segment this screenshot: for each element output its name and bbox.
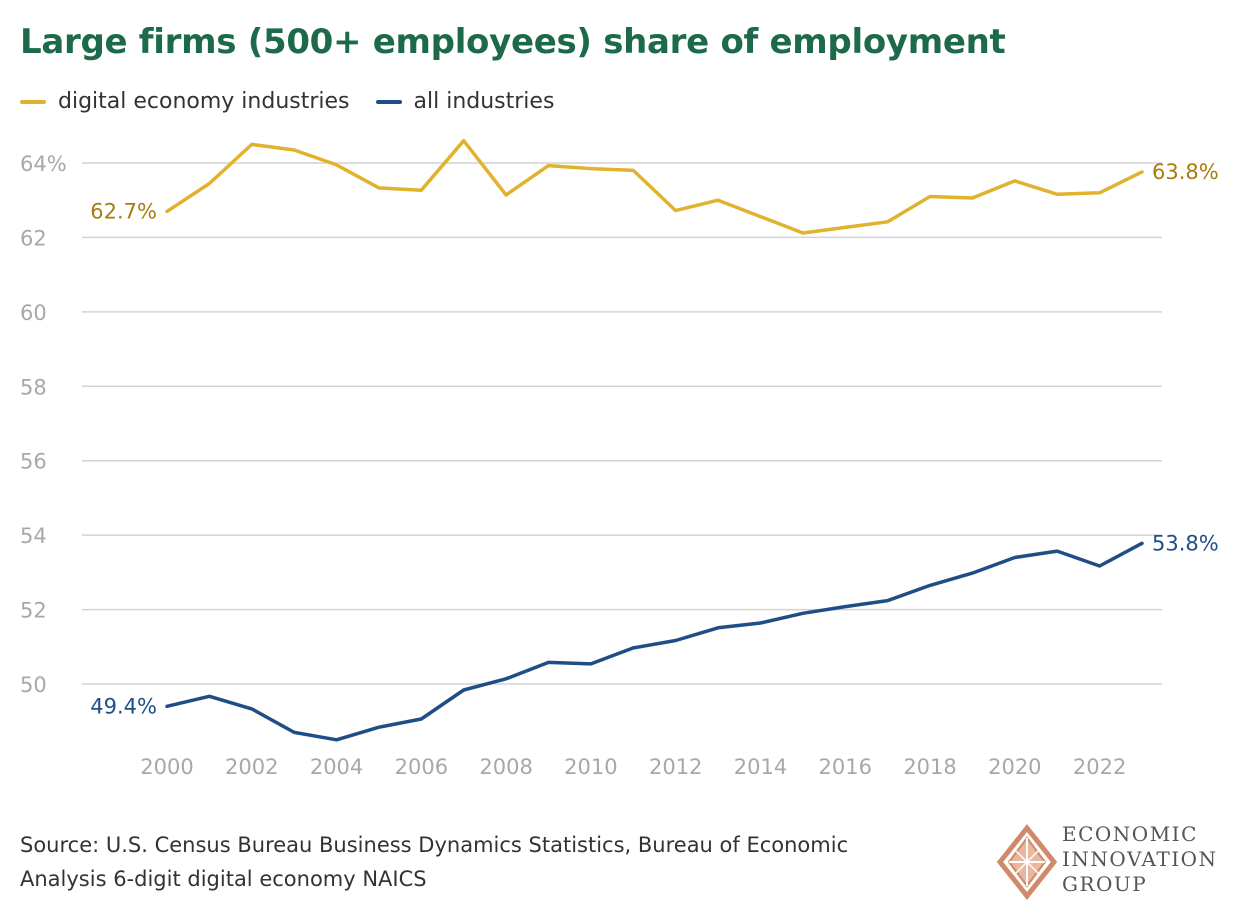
y-tick-label: 64%	[20, 152, 67, 176]
y-tick-label: 52	[20, 599, 47, 623]
series-line-all	[165, 541, 1144, 742]
source-line-1: Source: U.S. Census Bureau Business Dyna…	[20, 833, 849, 857]
x-tick-label: 2022	[1073, 755, 1126, 779]
legend-swatch-digital	[20, 99, 46, 104]
logo: ECONOMIC INNOVATION GROUP	[996, 822, 1232, 902]
x-tick-label: 2012	[649, 755, 702, 779]
x-tick-label: 2006	[395, 755, 448, 779]
diamond-emblem-icon	[996, 824, 1058, 900]
series-start-label: 49.4%	[90, 694, 157, 718]
source-note: Source: U.S. Census Bureau Business Dyna…	[20, 828, 920, 896]
legend-item-all: all industries	[375, 89, 555, 114]
y-tick-label: 62	[20, 226, 47, 250]
y-tick-label: 60	[20, 301, 47, 325]
series-start-label: 62.7%	[90, 199, 157, 223]
y-tick-label: 56	[20, 450, 47, 474]
x-tick-label: 2000	[140, 755, 193, 779]
series-end-label: 53.8%	[1152, 531, 1219, 555]
x-tick-label: 2010	[564, 755, 617, 779]
y-tick-label: 50	[20, 673, 47, 697]
logo-line-3: GROUP	[1062, 872, 1148, 896]
x-tick-label: 2020	[988, 755, 1041, 779]
x-tick-label: 2008	[479, 755, 532, 779]
line-chart: 50 52 54 56 58 60 62 64% 2000 2002 2004 2006 2008 201…	[20, 138, 1219, 779]
x-tick-label: 2016	[819, 755, 872, 779]
legend-swatch-all	[375, 99, 402, 104]
x-tick-label: 2014	[734, 755, 787, 779]
legend: digital economy industries all industrie…	[20, 89, 580, 114]
x-tick-label: 2018	[903, 755, 956, 779]
y-tick-label: 54	[20, 524, 47, 548]
legend-label-digital: digital economy industries	[58, 89, 350, 114]
source-line-2: Analysis 6-digit digital economy NAICS	[20, 867, 427, 891]
series-end-label: 63.8%	[1152, 160, 1219, 184]
logo-line-2: INNOVATION	[1062, 847, 1218, 871]
chart-title: Large firms (500+ employees) share of em…	[20, 22, 1006, 62]
series-line-digital	[165, 138, 1144, 235]
y-tick-label: 58	[20, 375, 47, 399]
logo-line-1: ECONOMIC	[1062, 822, 1198, 846]
logo-text: ECONOMIC INNOVATION GROUP	[1062, 822, 1218, 897]
x-tick-label: 2004	[310, 755, 363, 779]
legend-label-all: all industries	[413, 89, 555, 114]
legend-item-digital: digital economy industries	[20, 89, 350, 114]
x-tick-label: 2002	[225, 755, 278, 779]
